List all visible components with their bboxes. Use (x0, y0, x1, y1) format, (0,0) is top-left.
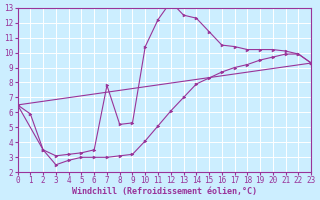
X-axis label: Windchill (Refroidissement éolien,°C): Windchill (Refroidissement éolien,°C) (72, 187, 257, 196)
